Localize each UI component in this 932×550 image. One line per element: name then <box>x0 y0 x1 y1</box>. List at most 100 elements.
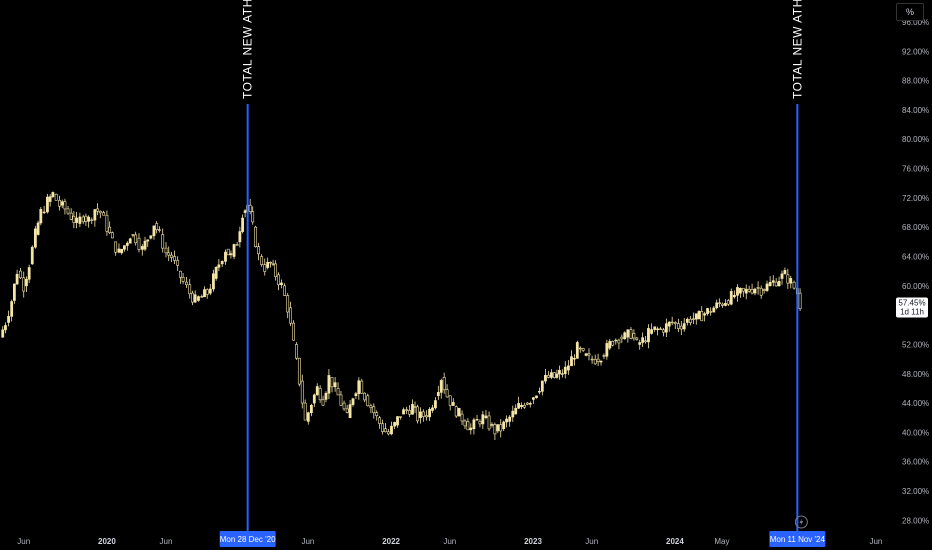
y-tick-label: 36.00% <box>902 458 929 467</box>
candle <box>581 347 585 352</box>
candle <box>677 318 680 333</box>
ath-annotation: TOTAL NEW ATH <box>241 0 255 99</box>
lightning-bolt-icon[interactable] <box>794 515 808 529</box>
candle <box>200 294 204 298</box>
percent-scale-button[interactable]: % <box>896 3 924 21</box>
candle <box>1 326 5 338</box>
candle <box>30 245 34 265</box>
x-tick-label: Jun <box>443 537 456 546</box>
candle <box>378 416 382 429</box>
candle <box>312 393 316 407</box>
candle <box>792 280 796 290</box>
candle <box>351 397 355 407</box>
candle <box>235 241 239 246</box>
candle <box>90 217 94 225</box>
candle <box>555 369 559 379</box>
candle <box>25 276 28 293</box>
candle <box>315 383 319 396</box>
candle <box>214 266 218 281</box>
candle <box>544 368 547 384</box>
candle <box>405 406 409 415</box>
candle <box>566 360 570 375</box>
y-tick-label: 92.00% <box>902 47 929 56</box>
candle <box>58 195 61 211</box>
candle <box>143 236 147 251</box>
y-axis: 96.00% 92.00% 88.00% 84.00% 80.00% 76.00% 72.0… <box>902 18 929 525</box>
last-price-value: 57.45% <box>898 299 925 308</box>
candle <box>428 407 431 422</box>
candle <box>721 302 724 308</box>
y-tick-label: 80.00% <box>902 135 929 144</box>
candle <box>348 399 352 419</box>
candle <box>117 243 121 254</box>
y-tick-label: 88.00% <box>902 77 929 86</box>
candle <box>667 321 671 332</box>
candle <box>193 290 197 304</box>
candle <box>324 391 328 403</box>
candle <box>266 257 270 270</box>
candle <box>517 396 521 409</box>
candle <box>60 199 64 209</box>
y-tick-label: 84.00% <box>902 106 929 115</box>
candle <box>33 225 37 249</box>
candle <box>330 377 334 393</box>
candle <box>552 372 556 379</box>
candle <box>170 251 173 263</box>
candle <box>484 410 488 420</box>
candle <box>425 410 428 421</box>
x-tick-label: 2020 <box>98 537 116 546</box>
candle <box>185 276 188 289</box>
candle <box>292 320 295 341</box>
candle <box>137 233 141 253</box>
candle <box>460 410 464 425</box>
candle <box>750 283 754 295</box>
candle <box>653 326 657 332</box>
candle <box>123 245 126 252</box>
candle <box>191 290 194 306</box>
candle <box>454 405 458 419</box>
candle <box>87 215 91 228</box>
candle <box>310 403 313 417</box>
candle <box>768 276 772 287</box>
candle-series <box>1 191 802 440</box>
y-tick-label: 72.00% <box>902 194 929 203</box>
candle <box>736 284 739 302</box>
candle <box>756 281 760 295</box>
candle <box>789 275 793 289</box>
candle <box>718 298 722 308</box>
candle <box>682 318 686 332</box>
x-tick-label: 2022 <box>382 537 400 546</box>
candle <box>608 339 612 351</box>
candle <box>703 311 707 322</box>
ath-marker[interactable]: TOTAL NEW ATH Mon 28 Dec '20 <box>219 0 276 547</box>
candle <box>783 267 787 275</box>
candle <box>51 191 55 199</box>
candle <box>570 350 573 367</box>
candle <box>762 288 766 294</box>
candle <box>297 357 301 387</box>
candle <box>715 299 719 310</box>
candle <box>327 369 331 400</box>
candle <box>490 422 494 428</box>
candle <box>739 287 742 298</box>
ath-marker[interactable]: TOTAL NEW ATH Mon 11 Nov '24 <box>769 0 826 547</box>
candle <box>369 403 373 414</box>
x-tick-label: Jun <box>585 537 598 546</box>
candle <box>632 329 636 341</box>
last-price-tag <box>896 297 928 318</box>
candle <box>96 203 99 216</box>
candle <box>644 335 647 344</box>
candle <box>105 210 109 236</box>
candle <box>372 403 376 419</box>
candle <box>635 336 639 341</box>
candle <box>399 416 402 420</box>
candle <box>575 340 579 359</box>
candle <box>641 332 645 348</box>
candle <box>712 306 716 313</box>
candle <box>176 256 180 271</box>
candle <box>741 287 745 297</box>
candle <box>771 275 775 287</box>
candle <box>161 228 165 253</box>
